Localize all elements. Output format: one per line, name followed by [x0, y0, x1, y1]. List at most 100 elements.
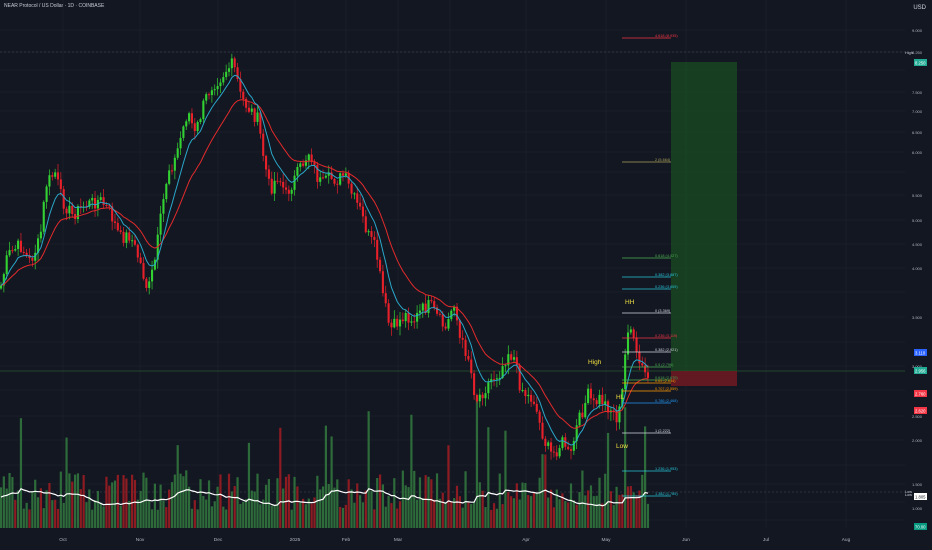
volume-bar	[193, 500, 196, 528]
candle-body	[532, 401, 535, 404]
annotation-low: Low	[616, 443, 628, 450]
candle-body	[629, 329, 632, 333]
side-label: Low	[905, 493, 912, 497]
volume-bar	[304, 504, 308, 528]
candle-body	[404, 312, 407, 322]
pattern-annotations: HH High HL Low	[588, 299, 635, 450]
volume-bar	[2, 476, 5, 528]
volume-bar	[76, 473, 80, 528]
price-badge[interactable]	[914, 390, 927, 397]
candle-body	[530, 394, 533, 402]
candle-body	[507, 354, 510, 366]
candle-body	[330, 172, 333, 179]
candle-body	[253, 108, 256, 122]
candle-body	[359, 202, 362, 207]
volume-bar	[339, 506, 342, 528]
volume-bar	[188, 486, 191, 528]
volume-bar	[299, 502, 302, 528]
volume-bar	[250, 490, 253, 528]
candle-body	[19, 240, 22, 252]
candle-body	[185, 121, 188, 127]
price-badge[interactable]	[914, 367, 927, 374]
price-tick: 6.000	[912, 150, 923, 155]
candle-body	[319, 177, 322, 182]
candle-body	[453, 306, 456, 311]
candle-body	[504, 365, 507, 367]
volume-bar	[535, 492, 538, 528]
target-zone[interactable]	[671, 62, 737, 371]
candle-body	[424, 303, 427, 314]
volume-bar	[22, 508, 25, 528]
volume-bar	[205, 499, 208, 528]
candle-body	[458, 320, 461, 338]
currency-label[interactable]: USD	[913, 5, 926, 11]
volume-bar	[427, 476, 430, 528]
fib-label: 2 (5.664)	[655, 158, 671, 162]
volume-bar	[316, 475, 319, 528]
price-badge[interactable]	[914, 407, 927, 414]
volume-bars	[0, 398, 650, 528]
volume-bar	[632, 492, 635, 528]
candle-body	[142, 263, 145, 279]
volume-bar	[453, 498, 456, 528]
price-badge[interactable]	[914, 59, 927, 66]
candle-body	[493, 379, 496, 381]
volume-bar	[581, 470, 584, 528]
candle-body	[381, 271, 384, 294]
price-badge[interactable]	[914, 523, 927, 530]
price-badge[interactable]	[914, 493, 927, 500]
price-tick: 6.500	[912, 130, 923, 135]
volume-bar	[527, 495, 530, 528]
candle-body	[353, 193, 356, 195]
volume-bar	[279, 427, 282, 528]
volume-bar	[319, 489, 322, 528]
price-axis[interactable]: 9.000 8.250 7.500 7.000 6.500 6.000 5.500 5.000…	[905, 28, 927, 530]
candle-body	[210, 90, 213, 96]
volume-bar	[108, 485, 111, 528]
volume-bar	[247, 442, 251, 528]
candle-body	[290, 189, 293, 194]
volume-bar	[330, 436, 333, 528]
volume-bar	[68, 473, 71, 528]
volume-bar	[222, 506, 225, 528]
volume-bar	[336, 479, 339, 528]
volume-bar	[347, 479, 350, 528]
stop-zone[interactable]	[671, 371, 737, 386]
volume-bar	[638, 490, 641, 528]
volume-bar	[521, 482, 524, 528]
candle-body	[208, 94, 211, 96]
volume-bar	[621, 494, 624, 528]
volume-bar	[74, 474, 77, 528]
volume-bar	[384, 506, 387, 528]
candle-body	[561, 437, 564, 449]
volume-bar	[438, 498, 441, 528]
volume-bar	[327, 484, 330, 528]
fib-label: 0.382 (2.921)	[655, 348, 678, 352]
candle-body	[436, 307, 439, 314]
price-badge[interactable]	[914, 349, 927, 356]
candle-body	[108, 205, 111, 207]
candle-body	[447, 319, 450, 329]
volume-bar	[85, 502, 88, 528]
candle-body	[202, 100, 205, 120]
time-axis[interactable]: Oct Nov Dec 2025 Feb Mar Apr May Jun Jul Aug	[59, 537, 850, 543]
volume-bar	[242, 501, 245, 528]
volume-bar	[39, 488, 42, 528]
volume-bar	[564, 500, 567, 528]
candle-body	[598, 394, 601, 405]
volume-bar	[148, 500, 151, 528]
volume-bar	[119, 505, 122, 528]
candle-body	[304, 160, 307, 166]
candle-body	[584, 402, 587, 418]
candle-body	[324, 175, 327, 178]
fib-label: 0.382 (3.887)	[655, 273, 678, 277]
price-tick: 4.000	[912, 266, 923, 271]
volume-bar	[578, 492, 581, 528]
candle-body	[544, 438, 547, 446]
candle-body	[37, 238, 40, 253]
candle-body	[521, 390, 524, 392]
candle-body	[88, 200, 91, 207]
volume-bar	[532, 492, 536, 528]
volume-bar	[168, 489, 171, 528]
